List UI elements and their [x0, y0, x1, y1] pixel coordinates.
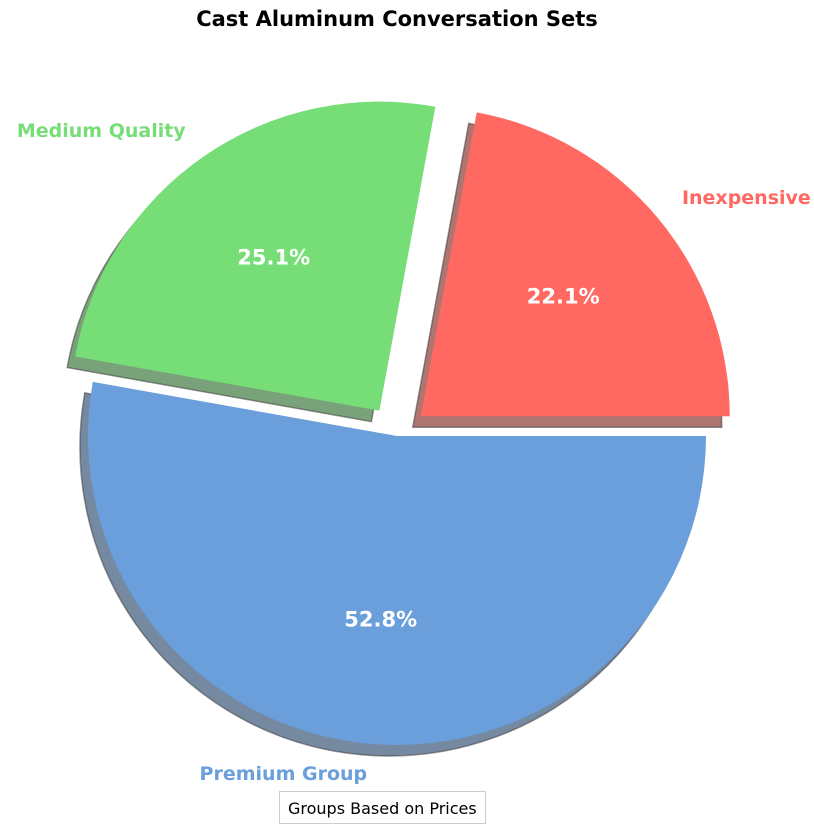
- slice-labels: Inexpensive 22.1% Medium Quality 25.1% Premi…: [17, 120, 811, 785]
- pie-slice-inexpensive: [420, 112, 730, 417]
- pie-slice-premium-group: [88, 381, 706, 745]
- legend-title: Groups Based on Prices: [288, 799, 477, 818]
- pct-label-inexpensive: 22.1%: [527, 285, 600, 309]
- pct-label-medium-quality: 25.1%: [237, 245, 310, 269]
- pie-slice-medium-quality: [75, 101, 436, 411]
- pct-label-premium-group: 52.8%: [344, 608, 417, 632]
- legend: Groups Based on Prices: [279, 791, 486, 824]
- slice-label-premium-group: Premium Group: [200, 763, 368, 785]
- slice-label-inexpensive: Inexpensive: [682, 187, 811, 209]
- chart-title: Cast Aluminum Conversation Sets: [196, 7, 598, 31]
- slice-label-medium-quality: Medium Quality: [17, 120, 186, 142]
- pie-slices: [75, 101, 730, 745]
